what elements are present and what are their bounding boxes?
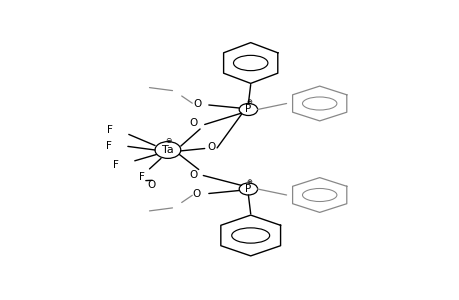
Text: ⊕: ⊕	[246, 178, 251, 184]
Text: O: O	[207, 142, 215, 152]
Text: O: O	[192, 189, 201, 200]
Text: P: P	[245, 184, 251, 194]
Text: F: F	[113, 160, 118, 170]
Text: O: O	[189, 118, 197, 128]
Text: F: F	[139, 172, 145, 182]
Text: ⊖: ⊖	[165, 136, 171, 145]
Text: ⊕: ⊕	[246, 99, 251, 105]
Text: O: O	[189, 169, 197, 180]
Text: P: P	[245, 104, 251, 115]
Text: F: F	[106, 125, 112, 135]
Text: O: O	[193, 99, 202, 109]
Text: F: F	[106, 141, 112, 152]
Text: Ta: Ta	[162, 145, 174, 155]
Text: O: O	[147, 179, 156, 190]
